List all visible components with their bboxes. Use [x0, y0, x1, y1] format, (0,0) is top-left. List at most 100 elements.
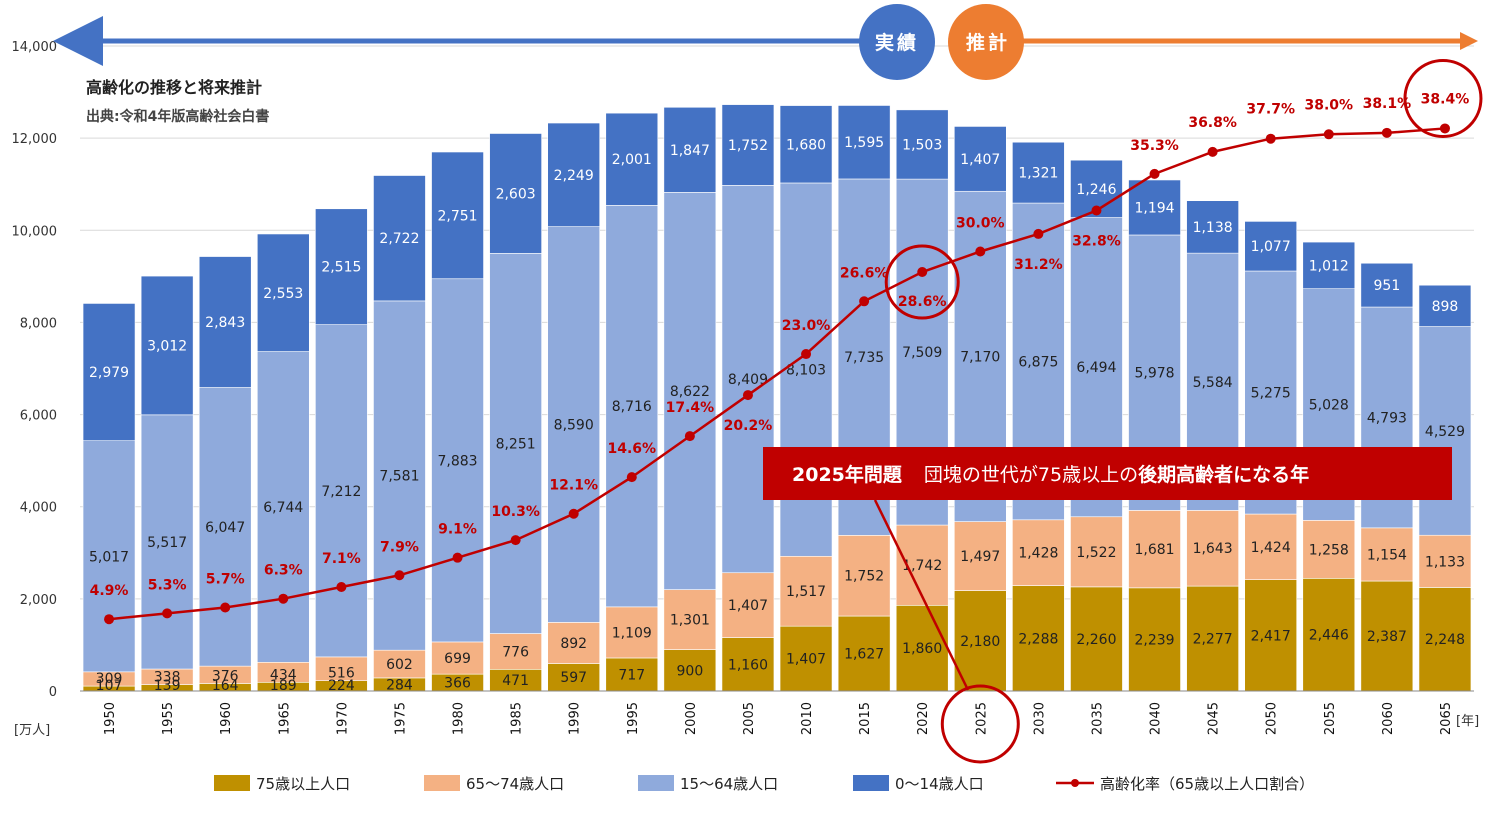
chart-subtitle: 出典:令和4年版高齢社会白書	[86, 108, 269, 125]
bar-segment	[1244, 221, 1298, 272]
legend-swatch	[424, 775, 460, 791]
y-tick-label: 14,000	[12, 40, 58, 55]
label-15to64: 8,103	[786, 363, 826, 379]
label-0to14: 1,077	[1251, 239, 1291, 255]
x-tick-label: 1980	[452, 702, 467, 735]
bar-segment	[837, 105, 891, 180]
label-75plus: 717	[618, 667, 645, 683]
aging-rate-point	[975, 246, 986, 257]
bar-segment	[663, 649, 717, 692]
banner-background	[763, 447, 1452, 500]
bar-segment	[779, 625, 833, 692]
aging-rate-line	[104, 123, 1450, 625]
label-65to74: 309	[96, 671, 123, 687]
label-15to64: 8,409	[728, 372, 768, 388]
label-0to14: 1,595	[844, 135, 884, 151]
label-15to64: 5,517	[147, 535, 187, 551]
bar-segment	[1418, 587, 1472, 692]
label-0to14: 898	[1432, 299, 1459, 315]
projection-pill	[948, 4, 1024, 80]
label-75plus: 2,387	[1367, 629, 1407, 645]
aging-rate-point	[626, 472, 637, 483]
bar-segment	[953, 126, 1007, 192]
bar-segment	[256, 351, 310, 663]
label-15to64: 5,584	[1193, 375, 1233, 391]
label-0to14: 2,249	[554, 168, 594, 184]
bar-segment	[1302, 578, 1356, 692]
aging-rate-point	[336, 581, 347, 592]
bar-segment	[82, 440, 136, 673]
bar-segment	[779, 105, 833, 184]
label-65to74: 1,407	[728, 598, 768, 614]
label-75plus: 366	[444, 676, 471, 692]
label-75plus: 900	[677, 663, 704, 679]
aging-rate-point	[1091, 205, 1102, 216]
aging-rate-label: 38.0%	[1305, 97, 1354, 113]
aging-rate-label: 26.6%	[840, 265, 889, 281]
bar-segment	[140, 275, 194, 416]
aging-rate-labels: 4.9% 5.3% 5.7% 6.3% 7.1% 7.9% 9.1% 10.3% 12.1% 14…	[90, 91, 1470, 599]
x-tick-label: 1975	[393, 702, 408, 735]
label-75plus: 1,407	[786, 652, 826, 668]
label-65to74: 1,643	[1193, 541, 1233, 557]
bar-segment	[489, 133, 542, 254]
legend-label: 75歳以上人口	[256, 775, 350, 793]
aging-rate-label: 17.4%	[666, 400, 715, 416]
bar-segment	[1186, 200, 1239, 254]
label-0to14: 2,553	[263, 286, 303, 302]
x-tick-label: 2015	[858, 702, 873, 735]
label-15to64: 8,251	[496, 436, 536, 452]
banner-text-main: 団塊の世代が75歳以上の	[924, 464, 1138, 486]
aging-rate-point	[742, 390, 753, 401]
label-75plus: 471	[502, 673, 529, 689]
aging-rate-point	[510, 535, 521, 546]
label-15to64: 7,883	[437, 453, 477, 469]
label-0to14: 2,722	[379, 231, 419, 247]
label-0to14: 3,012	[147, 338, 187, 354]
y-tick-label: 10,000	[12, 224, 58, 239]
bar-segment	[1012, 585, 1065, 692]
label-15to64: 4,793	[1367, 410, 1407, 426]
aging-rate-label: 30.0%	[956, 216, 1005, 232]
label-0to14: 2,843	[205, 315, 245, 331]
aging-rate-point	[1323, 129, 1334, 140]
label-0to14: 2,979	[89, 365, 129, 381]
aging-rate-label: 38.4%	[1421, 91, 1470, 107]
aging-rate-point	[104, 614, 115, 625]
bar-segment	[837, 615, 891, 692]
x-tick-label: 2035	[1090, 702, 1105, 735]
label-0to14: 1,138	[1193, 220, 1233, 236]
x-tick-label: 1960	[219, 702, 234, 735]
label-0to14: 1,012	[1309, 258, 1349, 274]
label-15to64: 5,978	[1134, 366, 1174, 382]
y-unit-label: [万人]	[14, 723, 50, 738]
aging-rate-point	[684, 431, 695, 442]
y-tick-label: 2,000	[20, 593, 57, 608]
aging-rate-label: 4.9%	[90, 583, 129, 599]
bar-segment	[547, 622, 601, 664]
bar-segment	[663, 192, 717, 590]
aging-rate-label: 20.2%	[724, 418, 773, 434]
x-unit-label: [年]	[1456, 714, 1479, 729]
label-75plus: 2,446	[1309, 628, 1349, 644]
label-65to74: 1,109	[612, 625, 652, 641]
label-65to74: 776	[502, 644, 529, 660]
banner-pointer-line	[873, 499, 970, 691]
x-tick-label: 1970	[335, 702, 350, 735]
bar-segment	[1418, 534, 1472, 588]
aging-rate-label: 5.3%	[148, 577, 187, 593]
bar-segment	[198, 256, 252, 388]
bar-segment	[256, 233, 310, 352]
label-65to74: 376	[212, 668, 239, 684]
aging-rate-label: 10.3%	[491, 504, 540, 520]
bar-segment	[431, 278, 484, 643]
highlight-2020	[884, 244, 960, 320]
label-15to64: 8,590	[554, 418, 594, 434]
y-axis-gridlines	[80, 45, 1474, 600]
y-tick-label: 12,000	[12, 132, 58, 147]
legend-label: 高齢化率（65歳以上人口割合）	[1100, 775, 1314, 793]
label-75plus: 164	[212, 678, 239, 694]
aging-rate-point	[278, 593, 289, 604]
x-tick-label: 2065	[1439, 702, 1454, 735]
bar-segment	[547, 663, 601, 692]
